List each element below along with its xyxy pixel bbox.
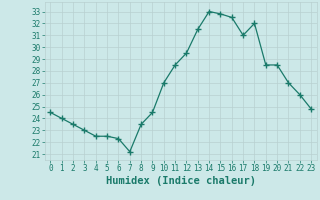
X-axis label: Humidex (Indice chaleur): Humidex (Indice chaleur) (106, 176, 256, 186)
